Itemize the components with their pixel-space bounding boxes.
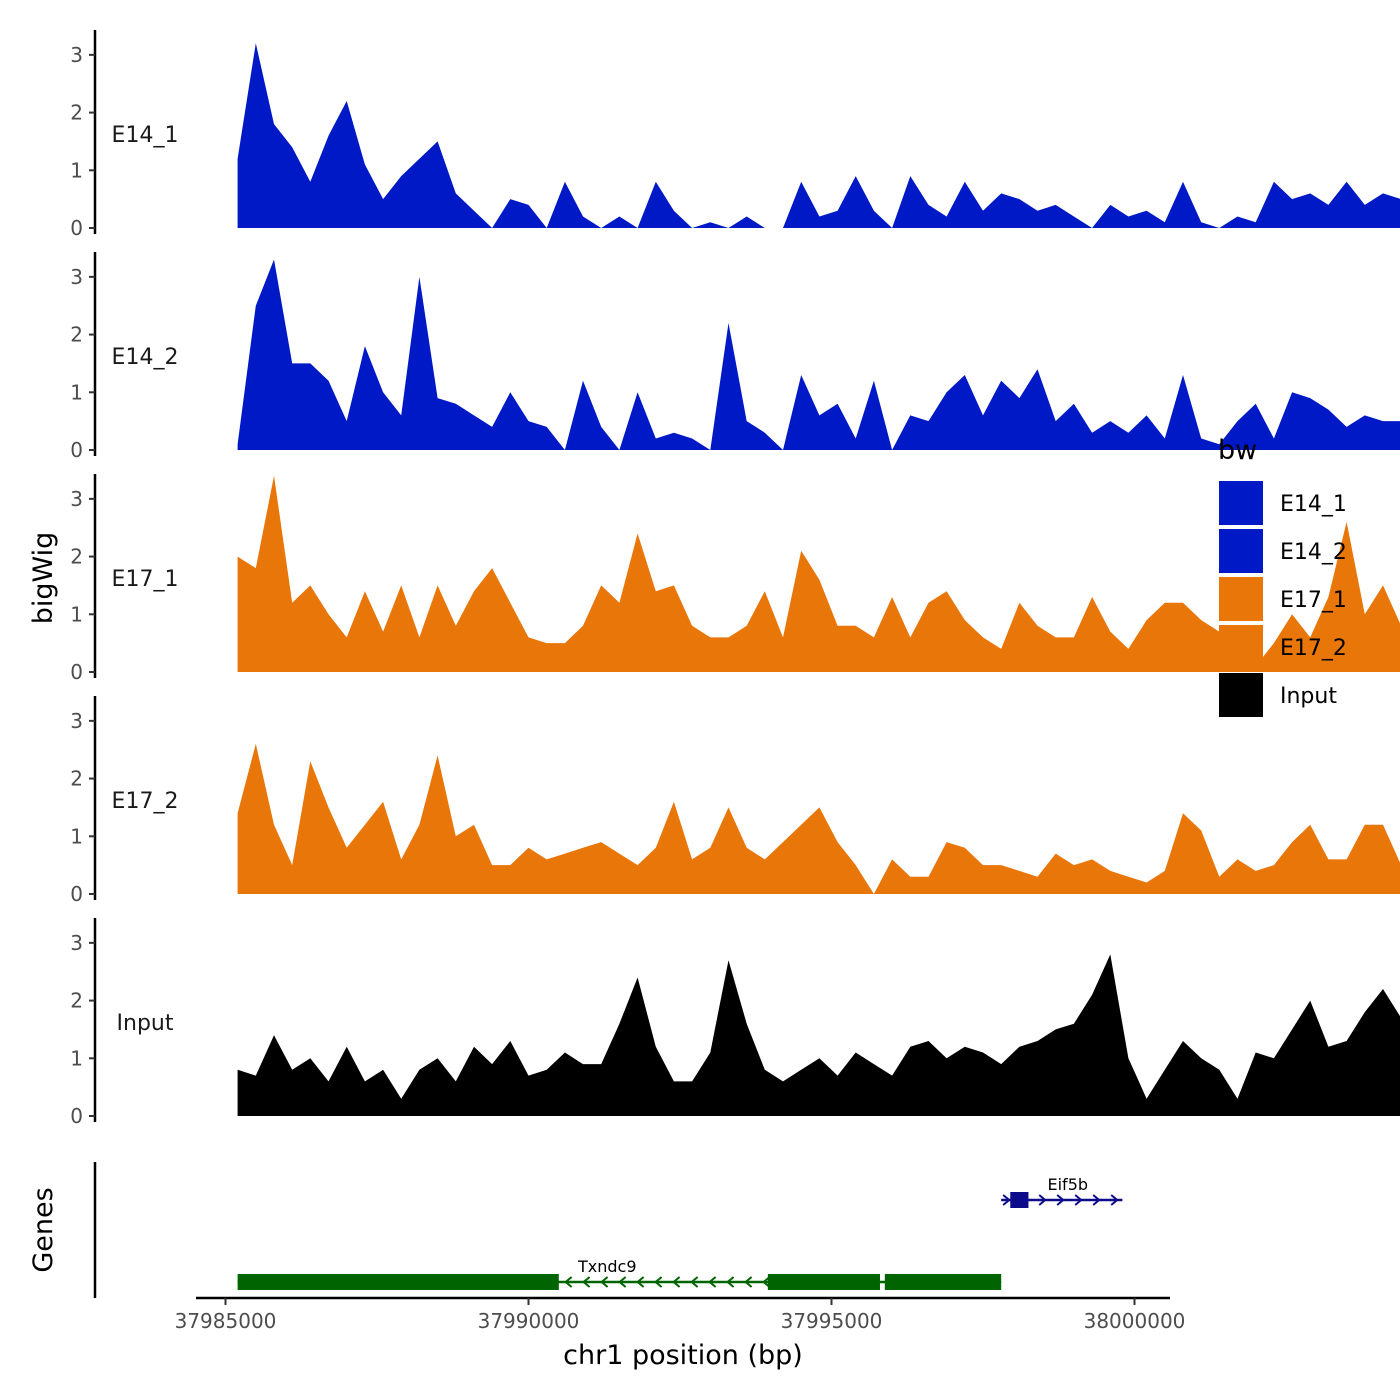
legend: bw E14_1 E14_2 E17_1 E17_2 Input <box>1218 435 1347 717</box>
y-tick-label: 3 <box>70 265 83 289</box>
strand-arrow <box>1092 1194 1101 1206</box>
strand-arrow <box>564 1276 573 1288</box>
y-tick-label: 3 <box>70 43 83 67</box>
strand-arrow <box>1110 1194 1119 1206</box>
y-axis-title: bigWig <box>28 532 59 625</box>
strand-arrow <box>1056 1194 1065 1206</box>
strand-arrow <box>600 1276 609 1288</box>
legend-item-e14-1: E14_1 <box>1219 481 1347 525</box>
strand-arrow <box>1002 1194 1011 1206</box>
signal-tracks: 0 1 2 3 E14_1 0 1 2 3 E14_2 0 1 2 3 E17_1 0 1 2 3 E17_2 0 1 2 3… <box>70 30 1400 1128</box>
y-tick-label: 3 <box>70 709 83 733</box>
gene-exon <box>884 1274 1002 1290</box>
strand-arrow <box>744 1276 753 1288</box>
strand-arrow <box>762 1276 771 1288</box>
gene-eif5b: Eif5b <box>1001 1175 1123 1208</box>
gene-exon <box>237 1274 559 1290</box>
track-e17-2: 0 1 2 3 E17_2 <box>70 696 1400 906</box>
genes-panel: Eif5b Txndc9 <box>93 1162 1123 1298</box>
y-tick-label: 0 <box>70 1104 83 1128</box>
legend-swatch <box>1219 625 1263 669</box>
y-tick-label: 1 <box>70 602 83 626</box>
strand-arrow <box>1038 1194 1047 1206</box>
track-label: E14_2 <box>112 345 179 370</box>
legend-label: E14_1 <box>1280 492 1347 517</box>
legend-swatch <box>1219 529 1263 573</box>
track-label: Input <box>117 1011 174 1036</box>
legend-item-e17-2: E17_2 <box>1219 625 1347 669</box>
strand-arrow <box>1074 1194 1083 1206</box>
gene-txndc9: Txndc9 <box>237 1257 1002 1290</box>
y-tick-label: 0 <box>70 660 83 684</box>
strand-arrow <box>726 1276 735 1288</box>
legend-label: E17_1 <box>1280 588 1347 613</box>
x-tick-label: 37995000 <box>781 1309 883 1333</box>
strand-arrow <box>636 1276 645 1288</box>
strand-arrow <box>582 1276 591 1288</box>
legend-label: Input <box>1280 684 1337 709</box>
y-tick-label: 3 <box>70 931 83 955</box>
y-tick-label: 2 <box>70 323 83 347</box>
strand-arrow <box>654 1276 663 1288</box>
y-tick-label: 2 <box>70 545 83 569</box>
legend-item-input: Input <box>1219 673 1337 717</box>
track-e14-2: 0 1 2 3 E14_2 <box>70 252 1400 462</box>
legend-swatch <box>1219 673 1263 717</box>
y-tick-label: 2 <box>70 101 83 125</box>
y-tick-label: 0 <box>70 438 83 462</box>
gene-exon <box>767 1274 880 1290</box>
track-label: E17_2 <box>112 789 179 814</box>
y-tick-label: 1 <box>70 158 83 182</box>
gene-label: Eif5b <box>1048 1175 1089 1194</box>
y-tick-label: 0 <box>70 216 83 240</box>
signal-area-e17-1 <box>237 475 1400 672</box>
gene-exon <box>1010 1192 1029 1208</box>
signal-area-e14-1 <box>237 43 1400 228</box>
track-label: E14_1 <box>112 123 179 148</box>
gene-label: Txndc9 <box>577 1257 637 1276</box>
y-tick-label: 3 <box>70 487 83 511</box>
track-e14-1: 0 1 2 3 E14_1 <box>70 30 1400 240</box>
strand-arrow <box>672 1276 681 1288</box>
legend-item-e14-2: E14_2 <box>1219 529 1347 573</box>
legend-label: E17_2 <box>1280 636 1347 661</box>
y-tick-label: 2 <box>70 989 83 1013</box>
legend-title: bw <box>1218 435 1257 466</box>
y-tick-label: 1 <box>70 824 83 848</box>
x-tick-label: 38000000 <box>1084 1309 1186 1333</box>
legend-swatch <box>1219 577 1263 621</box>
signal-area-e14-2 <box>237 259 1400 450</box>
genes-track-title: Genes <box>28 1187 59 1272</box>
y-tick-label: 1 <box>70 1046 83 1070</box>
x-tick-label: 37990000 <box>478 1309 580 1333</box>
y-tick-label: 2 <box>70 767 83 791</box>
x-tick-label: 37985000 <box>175 1309 277 1333</box>
legend-item-e17-1: E17_1 <box>1219 577 1347 621</box>
legend-swatch <box>1219 481 1263 525</box>
strand-arrow <box>708 1276 717 1288</box>
x-axis-title: chr1 position (bp) <box>563 1340 803 1371</box>
track-input: 0 1 2 3 Input <box>70 918 1400 1128</box>
legend-label: E14_2 <box>1280 540 1347 565</box>
signal-area-input <box>237 954 1400 1116</box>
y-tick-label: 0 <box>70 882 83 906</box>
signal-area-e17-2 <box>237 743 1400 894</box>
strand-arrow <box>618 1276 627 1288</box>
strand-arrow <box>690 1276 699 1288</box>
x-axis: 37985000 37990000 37995000 38000000 <box>175 1296 1186 1333</box>
track-e17-1: 0 1 2 3 E17_1 <box>70 474 1400 684</box>
track-label: E17_1 <box>112 567 179 592</box>
y-tick-label: 1 <box>70 380 83 404</box>
